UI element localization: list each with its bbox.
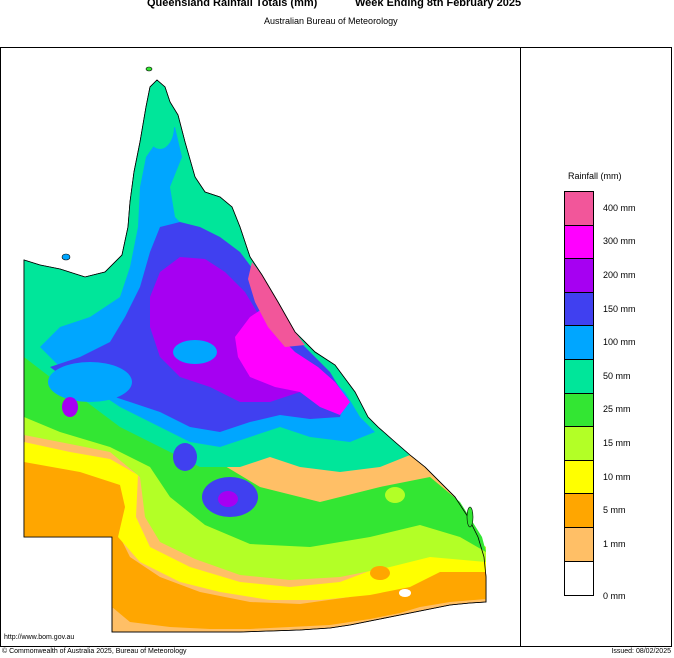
legend-label: 10 mm (603, 471, 631, 482)
legend-swatch (565, 393, 593, 428)
band-10mm (24, 447, 486, 629)
legend-label: 400 mm (603, 202, 636, 213)
legend-swatch (565, 527, 593, 562)
legend-label: 15 mm (603, 438, 631, 448)
pocket-sw-blue (173, 443, 197, 471)
band-50mm (24, 347, 486, 552)
legend-label: 150 mm (603, 303, 636, 314)
legend-swatch (565, 427, 593, 461)
legend-label: 50 mm (603, 370, 631, 381)
rainfall-map (1, 66, 487, 646)
island-gulf (61, 253, 71, 261)
band-400mm (235, 309, 350, 415)
legend-swatch (565, 359, 593, 394)
pocket-cape-cyan (146, 105, 174, 149)
legend-label: 1 mm (603, 538, 626, 549)
pocket-west-purple (62, 397, 78, 417)
map-frame (0, 47, 672, 647)
bom-url[interactable]: http://www.bom.gov.au (4, 634, 75, 641)
band-15mm (24, 442, 486, 600)
legend-title: Rainfall (mm) (568, 171, 622, 181)
pocket-central-blue (173, 340, 217, 364)
legend-label: 25 mm (603, 404, 631, 415)
coastline (23, 79, 487, 633)
legend-swatch (565, 326, 593, 360)
legend-label: 0 mm (603, 591, 626, 602)
map-period: Week Ending 8th February 2025 (355, 0, 522, 9)
pocket-south-purple (218, 491, 238, 507)
legend-swatch (565, 494, 593, 528)
legend-label: 200 mm (603, 270, 636, 280)
map-subtitle: Australian Bureau of Meteorology (264, 16, 398, 26)
map-title: Queensland Rainfall Totals (mm) (147, 0, 318, 9)
frame-divider (520, 47, 521, 647)
legend-label: 5 mm (603, 505, 626, 516)
island-north (145, 66, 153, 72)
legend-label: 300 mm (603, 236, 636, 247)
legend-swatch (565, 292, 593, 327)
legend-swatch (565, 561, 593, 596)
copyright-notice: © Commonwealth of Australia 2025, Bureau… (2, 648, 187, 655)
legend-swatch (565, 225, 593, 260)
pocket-se-white (399, 589, 411, 597)
legend-colorbar (564, 191, 594, 597)
legend-swatch (565, 259, 593, 293)
band-400plus (248, 262, 305, 347)
pocket-west-blue (48, 362, 132, 402)
issued-date: Issued: 08/02/2025 (611, 648, 671, 655)
pocket-east-green (385, 487, 405, 503)
pocket-se-orange (370, 566, 390, 580)
island-fraser (466, 506, 474, 528)
legend-label: 100 mm (603, 337, 636, 348)
legend-swatch (565, 192, 593, 226)
outside-notch (1, 538, 111, 646)
legend-swatch (565, 460, 593, 495)
